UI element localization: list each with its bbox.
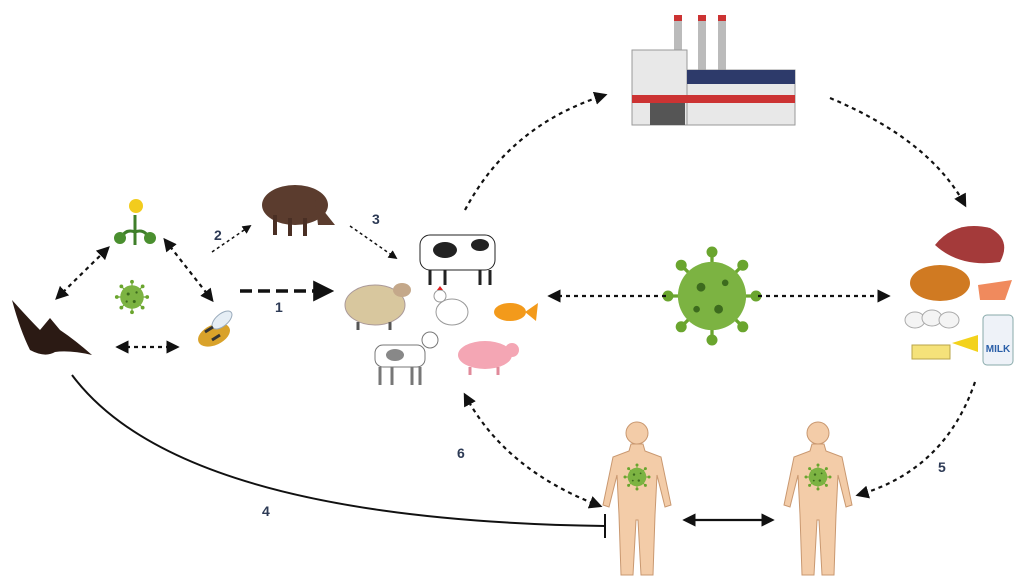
human-infected-2 (784, 422, 852, 575)
edge-label: 2 (214, 227, 222, 243)
pig (458, 341, 519, 375)
food: MILK (904, 226, 1014, 366)
cow (419, 234, 496, 285)
edge-label: 3 (372, 211, 380, 227)
sheep (344, 283, 411, 330)
fish (494, 303, 538, 321)
milk-label: MILK (986, 344, 1011, 355)
edge-label: 6 (457, 445, 465, 461)
bat (12, 300, 92, 355)
factory (631, 15, 796, 126)
edge-label: 1 (275, 299, 283, 315)
human-infected-1 (603, 422, 671, 575)
virus-small (114, 279, 150, 315)
bee (198, 310, 233, 347)
chicken (433, 286, 469, 326)
boar (262, 185, 335, 236)
virus-large (660, 244, 764, 348)
arrows (55, 91, 977, 538)
edge-label: 5 (938, 459, 946, 475)
plant (114, 199, 156, 245)
goat (374, 331, 439, 385)
edge-label: 4 (262, 503, 270, 519)
